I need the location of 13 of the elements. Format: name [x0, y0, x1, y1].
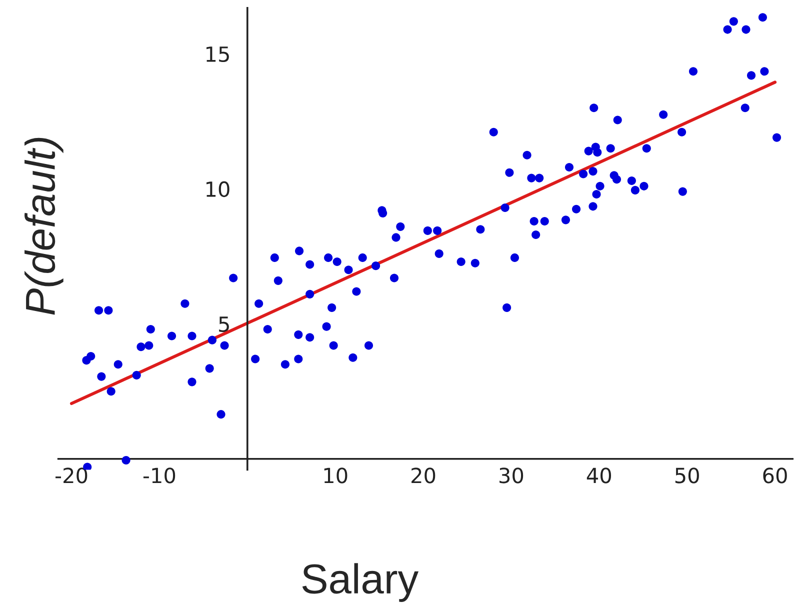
y-axis-title: P(default) [24, 138, 64, 315]
y-tick-label: 10 [206, 181, 230, 198]
x-tick-label: 40 [586, 468, 612, 484]
x-tick-label: 30 [500, 468, 524, 484]
x-tick-label: -20 [56, 468, 88, 484]
x-tick-label: -10 [143, 468, 176, 484]
x-tick-label: 10 [324, 468, 348, 484]
x-tick-label: 50 [675, 468, 699, 484]
x-tick-label: 20 [412, 468, 436, 484]
x-axis-title: Salary [302, 563, 419, 602]
x-tick-label: 60 [763, 468, 787, 484]
y-tick-label: 5 [219, 316, 229, 332]
y-tick-label: 15 [206, 46, 229, 62]
